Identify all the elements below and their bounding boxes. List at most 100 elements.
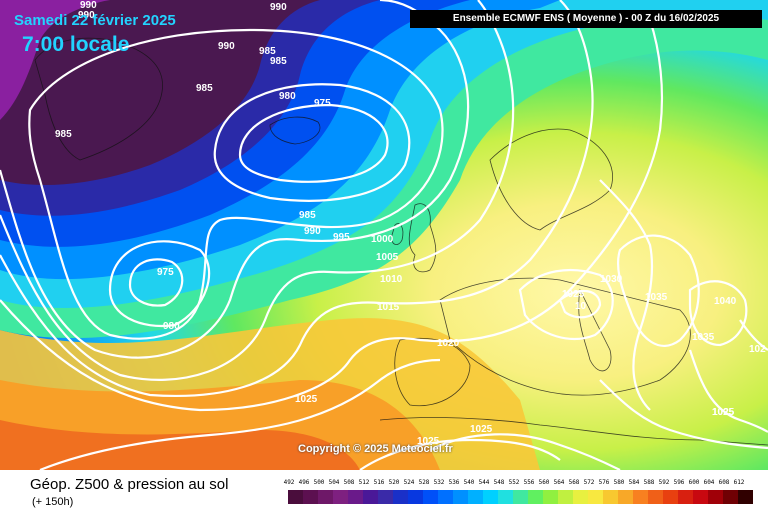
color-scale-swatch — [363, 490, 378, 504]
color-scale-label: 588 — [643, 479, 655, 486]
copyright-notice: Copyright © 2025 Meteociel.fr — [298, 443, 453, 455]
pressure-label: 975 — [314, 98, 331, 109]
color-scale-label: 568 — [568, 479, 580, 486]
color-scale-swatch — [633, 490, 648, 504]
pressure-label: 10 — [575, 301, 587, 312]
color-scale-swatch — [723, 490, 738, 504]
color-scale-label: 560 — [538, 479, 550, 486]
color-scale-label: 508 — [343, 479, 355, 486]
color-scale-label: 592 — [658, 479, 670, 486]
color-scale-swatch — [288, 490, 303, 504]
pressure-label: 1015 — [377, 302, 400, 313]
pressure-label: 1035 — [692, 332, 715, 343]
color-scale-label: 520 — [388, 479, 400, 486]
color-scale-swatch — [528, 490, 543, 504]
forecast-lead-time: (+ 150h) — [32, 496, 74, 508]
color-scale-label: 556 — [523, 479, 535, 486]
color-scale-swatch — [588, 490, 603, 504]
color-scale-label: 500 — [313, 479, 325, 486]
pressure-label: 985 — [196, 83, 213, 94]
color-scale-label: 532 — [433, 479, 445, 486]
color-scale-swatch — [393, 490, 408, 504]
weather-map: 990 990 990 990 985 985 985 980 975 985 … — [0, 0, 768, 470]
color-scale-swatch — [513, 490, 528, 504]
color-scale-swatch — [318, 490, 333, 504]
forecast-time: 7:00 locale — [22, 33, 130, 56]
color-scale-swatch — [468, 490, 483, 504]
color-scale-swatch — [423, 490, 438, 504]
color-scale-bar — [283, 490, 753, 504]
model-info-banner: Ensemble ECMWF ENS ( Moyenne ) - 00 Z du… — [410, 10, 762, 28]
map-title: Géop. Z500 & pression au sol — [30, 476, 229, 493]
color-scale-swatch — [303, 490, 318, 504]
color-scale-label: 572 — [583, 479, 595, 486]
color-scale-label: 608 — [718, 479, 730, 486]
pressure-label: 985 — [299, 210, 316, 221]
color-scale-label: 580 — [613, 479, 625, 486]
color-scale-label: 544 — [478, 479, 490, 486]
pressure-label: 1010 — [380, 274, 403, 285]
color-scale-label: 504 — [328, 479, 340, 486]
color-scale-swatch — [498, 490, 513, 504]
pressure-label: 985 — [55, 129, 72, 140]
pressure-label: 995 — [333, 232, 350, 243]
color-scale-label: 576 — [598, 479, 610, 486]
color-scale-swatch — [618, 490, 633, 504]
color-scale-label: 604 — [703, 479, 715, 486]
pressure-label: 1025 — [562, 289, 585, 300]
color-scale-label: 600 — [688, 479, 700, 486]
color-scale-label: 584 — [628, 479, 640, 486]
color-scale-label: 524 — [403, 479, 415, 486]
color-scale-label: 516 — [373, 479, 385, 486]
color-scale-label: 612 — [733, 479, 745, 486]
pressure-label: 975 — [157, 267, 174, 278]
color-scale-swatch — [663, 490, 678, 504]
pressure-label: 985 — [270, 56, 287, 67]
color-scale-label: 496 — [298, 479, 310, 486]
color-scale-label: 552 — [508, 479, 520, 486]
pressure-label: 1025 — [712, 407, 735, 418]
pressure-label: 990 — [304, 226, 321, 237]
pressure-label: 980 — [163, 321, 180, 332]
pressure-label: 990 — [218, 41, 235, 52]
color-scale-swatch — [648, 490, 663, 504]
pressure-label: 102 — [749, 344, 766, 355]
color-scale-swatch — [573, 490, 588, 504]
color-scale-swatch — [438, 490, 453, 504]
color-scale-label: 512 — [358, 479, 370, 486]
color-scale-swatch — [408, 490, 423, 504]
color-scale-swatch — [738, 490, 753, 504]
forecast-date: Samedi 22 février 2025 — [14, 12, 176, 29]
pressure-label: 1025 — [470, 424, 493, 435]
color-scale-label: 548 — [493, 479, 505, 486]
pressure-label: 1005 — [376, 252, 399, 263]
color-scale-label: 492 — [283, 479, 295, 486]
pressure-label: 1025 — [712, 407, 735, 418]
pressure-labels: 990 990 990 990 985 985 985 980 975 985 … — [55, 0, 766, 447]
color-scale-label: 536 — [448, 479, 460, 486]
pressure-label: 990 — [78, 10, 95, 21]
color-scale-swatch — [678, 490, 693, 504]
pressure-label: 1000 — [371, 234, 394, 245]
pressure-label: 1035 — [645, 292, 668, 303]
footer-panel: Géop. Z500 & pression au sol (+ 150h) 49… — [0, 470, 768, 512]
pressure-label: 990 — [80, 0, 97, 11]
color-scale-swatch — [483, 490, 498, 504]
color-scale-label: 564 — [553, 479, 565, 486]
color-scale-swatch — [558, 490, 573, 504]
color-scale-label: 528 — [418, 479, 430, 486]
pressure-label: 1025 — [295, 394, 318, 405]
color-scale-swatch — [543, 490, 558, 504]
pressure-label: 1040 — [714, 296, 737, 307]
color-scale-labels: 492 496 500 504 508 512 516 520 524 528 532 536 540 5… — [283, 479, 751, 489]
pressure-label: 980 — [279, 91, 296, 102]
color-scale-swatch — [348, 490, 363, 504]
pressure-label: 1020 — [437, 338, 460, 349]
pressure-label: 985 — [259, 46, 276, 57]
pressure-label: 1030 — [600, 274, 623, 285]
pressure-label: 990 — [270, 2, 287, 13]
color-scale-swatch — [693, 490, 708, 504]
color-scale-label: 596 — [673, 479, 685, 486]
pressure-label: 1025 — [417, 436, 440, 447]
color-scale-swatch — [453, 490, 468, 504]
